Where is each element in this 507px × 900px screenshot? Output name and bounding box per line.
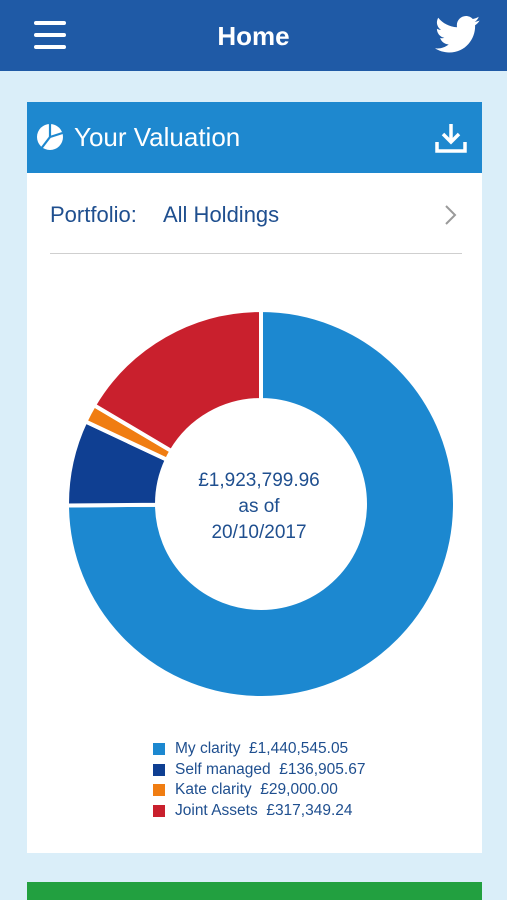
- legend-label: Kate clarity £29,000.00: [175, 781, 338, 798]
- valuation-card-header: Your Valuation: [27, 102, 482, 173]
- valuation-card: Your Valuation Portfolio: All Holdings £…: [27, 102, 482, 853]
- twitter-icon[interactable]: [435, 16, 481, 54]
- card-title: Your Valuation: [74, 122, 241, 152]
- legend-label: Self managed £136,905.67: [175, 760, 366, 778]
- valuation-date: 20/10/2017: [211, 522, 307, 543]
- legend-swatch: [153, 743, 165, 755]
- as-of-label: as of: [238, 496, 280, 517]
- legend-label: My clarity £1,440,545.05: [175, 740, 349, 757]
- legend-item: Kate clarity £29,000.00: [153, 780, 453, 801]
- menu-icon[interactable]: [34, 21, 66, 49]
- portfolio-selector[interactable]: Portfolio: All Holdings: [50, 175, 462, 254]
- legend-label: Joint Assets £317,349.24: [175, 801, 353, 819]
- donut-hole: [167, 410, 355, 598]
- legend-item: Joint Assets £317,349.24: [153, 801, 453, 822]
- portfolio-label: Portfolio:: [50, 202, 137, 227]
- legend-swatch: [153, 804, 165, 817]
- bottom-action-bar[interactable]: [27, 882, 482, 900]
- legend-item: My clarity £1,440,545.05: [153, 739, 453, 760]
- chevron-right-icon: [445, 205, 457, 225]
- top-navigation-bar: Home: [0, 0, 507, 71]
- donut-inner-ring: [157, 400, 365, 608]
- download-icon[interactable]: [434, 122, 468, 154]
- legend-swatch: [153, 784, 165, 796]
- portfolio-value: All Holdings: [163, 202, 280, 227]
- donut-center-label: £1,923,799.96 as of 20/10/2017: [159, 468, 359, 546]
- donut-slice-joint-assets[interactable]: [91, 310, 263, 454]
- donut-slice-my-clarity[interactable]: [67, 310, 455, 698]
- pie-chart-icon: [37, 124, 63, 150]
- chart-legend: My clarity £1,440,545.05 Self managed £13…: [153, 739, 453, 821]
- legend-swatch: [153, 763, 165, 776]
- page-title: Home: [217, 21, 290, 51]
- total-valuation: £1,923,799.96: [198, 470, 320, 491]
- legend-item: Self managed £136,905.67: [153, 760, 453, 781]
- valuation-donut-chart: [67, 310, 455, 698]
